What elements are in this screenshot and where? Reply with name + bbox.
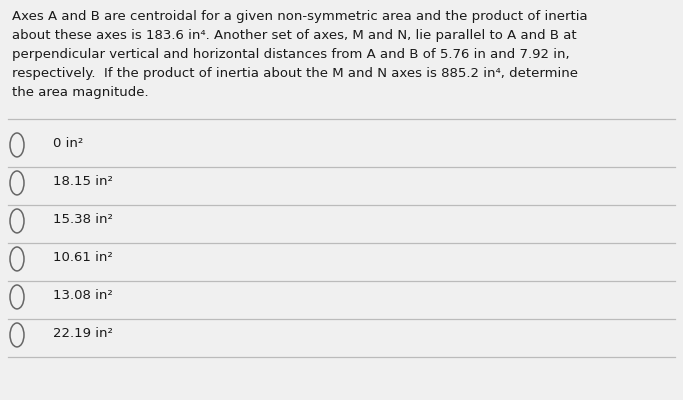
- Text: 10.61 in²: 10.61 in²: [53, 252, 113, 264]
- Text: 13.08 in²: 13.08 in²: [53, 290, 113, 302]
- Text: about these axes is 183.6 in⁴. Another set of axes, M and N, lie parallel to A a: about these axes is 183.6 in⁴. Another s…: [12, 29, 576, 42]
- Text: respectively.  If the product of inertia about the M and N axes is 885.2 in⁴, de: respectively. If the product of inertia …: [12, 67, 578, 80]
- Text: 15.38 in²: 15.38 in²: [53, 214, 113, 226]
- Text: 18.15 in²: 18.15 in²: [53, 176, 113, 188]
- Text: perpendicular vertical and horizontal distances from A and B of 5.76 in and 7.92: perpendicular vertical and horizontal di…: [12, 48, 570, 61]
- Text: Axes A and B are centroidal for a given non-symmetric area and the product of in: Axes A and B are centroidal for a given …: [12, 10, 587, 23]
- Text: 22.19 in²: 22.19 in²: [53, 328, 113, 340]
- Text: 0 in²: 0 in²: [53, 138, 83, 150]
- Text: the area magnitude.: the area magnitude.: [12, 86, 149, 99]
